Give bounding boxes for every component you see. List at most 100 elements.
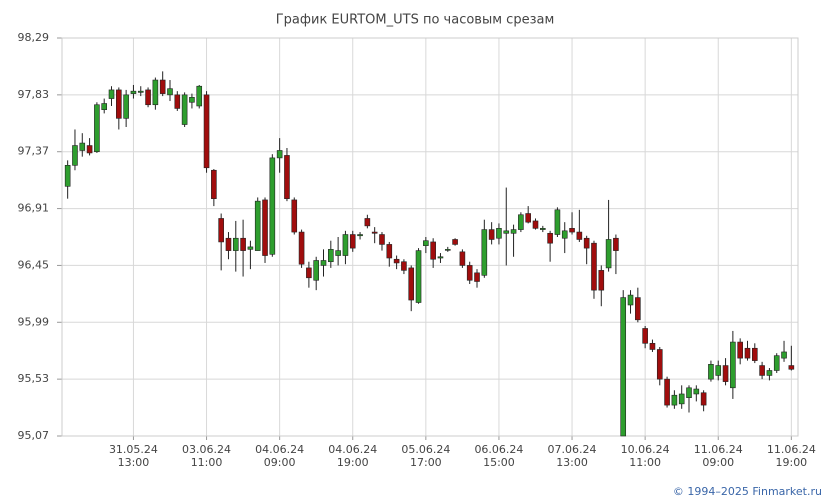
candle-body <box>561 230 568 239</box>
candle-body <box>656 349 663 380</box>
candle-body <box>576 231 583 240</box>
candle-body <box>64 165 71 187</box>
candle-body <box>386 244 393 259</box>
y-tick-label: 95,53 <box>18 372 50 385</box>
y-tick-label: 95,07 <box>18 429 50 442</box>
credit[interactable]: © 1994–2025 Finmarket.ru <box>673 485 822 498</box>
candle-body <box>620 297 627 437</box>
candle-body <box>196 85 203 107</box>
candle-body <box>671 394 678 406</box>
candle-body <box>225 237 232 251</box>
candle-body <box>130 90 137 94</box>
candle-body <box>474 272 480 282</box>
candle-body <box>444 249 451 251</box>
candle-body <box>79 142 86 151</box>
candle-body <box>357 234 363 237</box>
candle-body <box>232 237 239 251</box>
candle-body <box>371 231 378 234</box>
x-tick-label: 09:00 <box>702 456 734 469</box>
candle-body <box>320 260 327 266</box>
candle-body <box>773 355 780 371</box>
candle-body <box>284 155 290 199</box>
candle-body <box>664 378 670 406</box>
candle-body <box>189 97 195 103</box>
x-tick-label: 11.06.24 <box>767 443 816 456</box>
x-tick-label: 10.06.24 <box>621 443 670 456</box>
candle-body <box>379 234 385 245</box>
candle-body <box>532 220 539 229</box>
candle-body <box>583 237 590 249</box>
candle-body <box>269 157 276 255</box>
candle-body <box>481 229 488 276</box>
candle-body <box>540 228 546 230</box>
candle-body <box>349 234 356 249</box>
candle-body <box>240 237 246 251</box>
candle-body <box>108 89 115 99</box>
x-tick-label: 04.06.24 <box>328 443 377 456</box>
y-tick-label: 97,37 <box>18 145 50 158</box>
x-tick-label: 04.06.24 <box>255 443 304 456</box>
candle-body <box>94 104 100 153</box>
candle-body <box>700 392 707 406</box>
x-tick-label: 11.06.24 <box>694 443 743 456</box>
candle-body <box>759 365 765 376</box>
candle-body <box>730 341 736 389</box>
candle-body <box>781 351 787 359</box>
candle-body <box>423 240 429 246</box>
x-tick-label: 03.06.24 <box>182 443 231 456</box>
y-tick-label: 96,45 <box>18 258 50 271</box>
x-tick-label: 19:00 <box>337 456 369 469</box>
chart-title: График EURTOM_UTS по часовым срезам <box>276 13 555 28</box>
candle-body <box>254 200 261 251</box>
candle-body <box>306 267 312 279</box>
x-tick-label: 15:00 <box>483 456 515 469</box>
x-tick-label: 11:00 <box>191 456 223 469</box>
candle-body <box>72 145 78 166</box>
candle-body <box>335 250 341 256</box>
candle-body <box>342 234 349 256</box>
candle-body <box>554 209 561 235</box>
candle-body <box>430 241 436 260</box>
x-tick-label: 31.05.24 <box>109 443 158 456</box>
candle-body <box>693 388 700 395</box>
x-tick-label: 11:00 <box>629 456 661 469</box>
candle-body <box>686 387 692 398</box>
candle-body <box>86 145 93 154</box>
candle-body <box>203 94 210 169</box>
candle-body <box>737 341 743 359</box>
candle-body <box>591 242 597 291</box>
x-tick-label: 06.06.24 <box>474 443 523 456</box>
candle-body <box>503 230 510 234</box>
candle-body <box>211 169 217 199</box>
candle-body <box>488 229 495 240</box>
candle-body <box>496 228 502 239</box>
candle-body <box>722 365 729 382</box>
x-tick-label: 19:00 <box>775 456 807 469</box>
candle-body <box>408 267 415 301</box>
candle-body <box>116 89 122 119</box>
candle-body <box>598 270 605 291</box>
plot-frame <box>61 37 799 437</box>
candle-body <box>137 90 144 93</box>
candle-body <box>159 79 166 94</box>
candle-body <box>569 228 575 233</box>
candle-body <box>247 246 254 250</box>
y-tick-label: 98,29 <box>18 31 50 44</box>
candle-body <box>291 199 298 233</box>
candle-body <box>262 199 268 256</box>
x-tick-label: 09:00 <box>264 456 296 469</box>
candle-body <box>393 258 400 264</box>
candle-body <box>518 214 524 230</box>
candle-body <box>174 94 181 109</box>
candle-body <box>715 365 722 376</box>
candle-body <box>401 261 407 271</box>
x-tick-label: 05.06.24 <box>401 443 450 456</box>
candle-body <box>510 229 517 234</box>
candle-body <box>364 218 371 227</box>
candle-body <box>313 260 319 281</box>
candle-body <box>751 347 758 361</box>
candle-body <box>466 265 473 281</box>
candle-body <box>708 364 714 380</box>
